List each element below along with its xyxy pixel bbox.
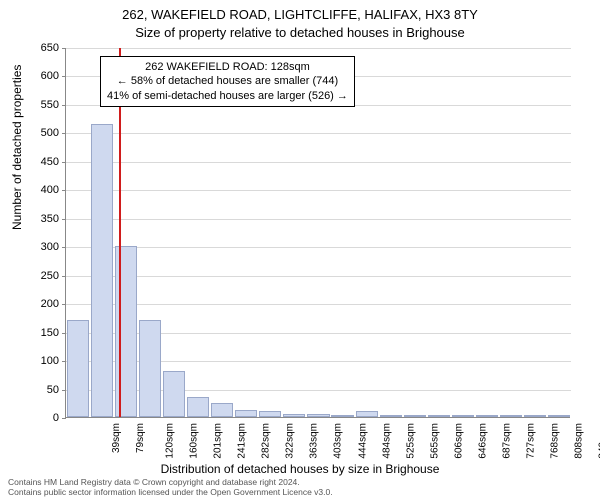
histogram-bar	[259, 411, 281, 417]
ytick-label: 300	[19, 241, 59, 253]
xtick-label: 646sqm	[477, 423, 488, 459]
gridline	[66, 276, 571, 277]
ytick-label: 50	[19, 384, 59, 396]
xtick-label: 768sqm	[549, 423, 560, 459]
ytick-mark	[62, 418, 66, 419]
ytick-mark	[62, 48, 66, 49]
histogram-bar	[67, 320, 89, 417]
annotation-line-3: 41% of semi-detached houses are larger (…	[107, 89, 348, 103]
ytick-label: 350	[19, 213, 59, 225]
xtick-label: 484sqm	[381, 423, 392, 459]
xtick-label: 606sqm	[453, 423, 464, 459]
histogram-bar	[452, 415, 474, 417]
histogram-bar	[163, 371, 185, 417]
ytick-mark	[62, 276, 66, 277]
y-axis-label: Number of detached properties	[10, 65, 24, 230]
histogram-bar	[380, 415, 402, 417]
xtick-label: 363sqm	[309, 423, 320, 459]
histogram-bar	[235, 410, 257, 417]
histogram-bar	[548, 415, 570, 417]
ytick-label: 500	[19, 127, 59, 139]
annotation-line-2: ← 58% of detached houses are smaller (74…	[107, 74, 348, 88]
gridline	[66, 190, 571, 191]
gridline	[66, 48, 571, 49]
footer-line-2: Contains public sector information licen…	[8, 487, 333, 498]
histogram-bar	[428, 415, 450, 417]
ytick-mark	[62, 361, 66, 362]
xtick-label: 39sqm	[111, 423, 122, 453]
xtick-label: 322sqm	[285, 423, 296, 459]
ytick-mark	[62, 162, 66, 163]
histogram-bar	[307, 414, 329, 417]
histogram-bar	[331, 415, 353, 417]
histogram-bar	[283, 414, 305, 417]
ytick-label: 200	[19, 298, 59, 310]
xtick-label: 444sqm	[357, 423, 368, 459]
histogram-bar	[91, 124, 113, 417]
xtick-label: 525sqm	[405, 423, 416, 459]
gridline	[66, 304, 571, 305]
xtick-label: 160sqm	[189, 423, 200, 459]
ytick-label: 550	[19, 99, 59, 111]
xtick-label: 201sqm	[213, 423, 224, 459]
histogram-bar	[524, 415, 546, 417]
ytick-mark	[62, 390, 66, 391]
annotation-line-1: 262 WAKEFIELD ROAD: 128sqm	[107, 60, 348, 74]
ytick-mark	[62, 133, 66, 134]
gridline	[66, 247, 571, 248]
xtick-label: 79sqm	[135, 423, 146, 453]
histogram-bar	[476, 415, 498, 417]
ytick-label: 150	[19, 327, 59, 339]
gridline	[66, 219, 571, 220]
xtick-label: 120sqm	[165, 423, 176, 459]
ytick-label: 100	[19, 355, 59, 367]
histogram-bar	[187, 397, 209, 417]
histogram-bar	[211, 403, 233, 417]
histogram-bar	[404, 415, 426, 417]
ytick-label: 450	[19, 156, 59, 168]
title-line-1: 262, WAKEFIELD ROAD, LIGHTCLIFFE, HALIFA…	[0, 6, 600, 24]
x-axis-label: Distribution of detached houses by size …	[0, 462, 600, 476]
xtick-label: 565sqm	[429, 423, 440, 459]
ytick-label: 650	[19, 42, 59, 54]
ytick-label: 250	[19, 270, 59, 282]
xtick-label: 808sqm	[574, 423, 585, 459]
footer-line-1: Contains HM Land Registry data © Crown c…	[8, 477, 333, 488]
ytick-label: 600	[19, 70, 59, 82]
xtick-label: 687sqm	[501, 423, 512, 459]
ytick-mark	[62, 76, 66, 77]
ytick-label: 0	[19, 412, 59, 424]
footer-attribution: Contains HM Land Registry data © Crown c…	[8, 477, 333, 498]
histogram-bar	[356, 411, 378, 417]
ytick-mark	[62, 247, 66, 248]
title-line-2: Size of property relative to detached ho…	[0, 24, 600, 42]
gridline	[66, 162, 571, 163]
ytick-mark	[62, 304, 66, 305]
xtick-label: 282sqm	[261, 423, 272, 459]
ytick-mark	[62, 333, 66, 334]
annotation-box: 262 WAKEFIELD ROAD: 128sqm ← 58% of deta…	[100, 56, 355, 107]
ytick-mark	[62, 105, 66, 106]
ytick-mark	[62, 190, 66, 191]
histogram-bar	[500, 415, 522, 417]
histogram-bar	[139, 320, 161, 417]
ytick-mark	[62, 219, 66, 220]
chart-title-block: 262, WAKEFIELD ROAD, LIGHTCLIFFE, HALIFA…	[0, 0, 600, 41]
ytick-label: 400	[19, 184, 59, 196]
xtick-label: 403sqm	[333, 423, 344, 459]
xtick-label: 727sqm	[525, 423, 536, 459]
chart-area: 262 WAKEFIELD ROAD: 128sqm ← 58% of deta…	[65, 48, 570, 418]
xtick-label: 241sqm	[237, 423, 248, 459]
gridline	[66, 133, 571, 134]
